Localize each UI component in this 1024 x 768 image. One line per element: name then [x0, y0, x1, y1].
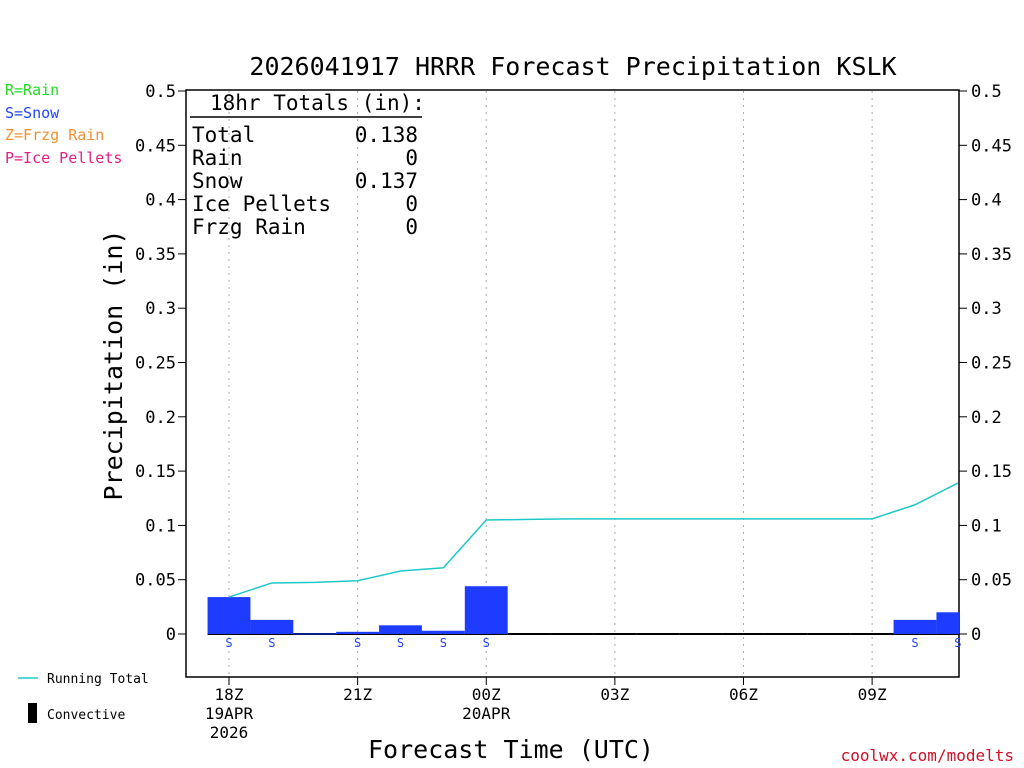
source-credit: coolwx.com/modelts [841, 746, 1014, 765]
y-tick-label-right: 0.4 [971, 191, 1002, 211]
totals-value-ice-pellets: 0 [405, 192, 418, 216]
y-tick-label-left: 0.05 [135, 571, 176, 591]
x-tick-label: 06Z [729, 685, 758, 704]
y-tick-label-right: 0.3 [971, 299, 1002, 319]
y-tick-label-right: 0.25 [971, 354, 1012, 374]
totals-box: 18hr Totals (in): Total 0.138 Rain 0 Sno… [190, 91, 425, 239]
x-tick-date: 19APR [205, 704, 254, 723]
y-tick-label-right: 0.15 [971, 462, 1012, 482]
y-tick-label-left: 0.15 [135, 462, 176, 482]
precip-type-mark: S [397, 636, 404, 650]
precip-type-mark: S [954, 636, 961, 650]
totals-value-rain: 0 [405, 146, 418, 170]
y-tick-label-right: 0.05 [971, 571, 1012, 591]
totals-label-snow: Snow [192, 169, 243, 193]
y-tick-label-right: 0.2 [971, 408, 1002, 428]
y-tick-label-right: 0.5 [971, 82, 1002, 102]
precip-bar [207, 597, 251, 634]
legend-snow: S=Snow [5, 104, 60, 122]
convective-legend-label: Convective [47, 708, 125, 723]
y-tick-label-left: 0.3 [145, 299, 176, 319]
y-tick-label-left: 0.35 [135, 245, 176, 265]
x-tick-label: 00Z [472, 685, 501, 704]
precip-bar [250, 619, 294, 634]
y-tick-label-left: 0 [166, 625, 176, 645]
legend-ice-pellets: P=Ice Pellets [5, 149, 122, 167]
precip-type-mark: S [268, 636, 275, 650]
totals-value-frzg-rain: 0 [405, 215, 418, 239]
totals-label-rain: Rain [192, 146, 243, 170]
running-total-legend-label: Running Total [47, 672, 149, 687]
x-tick-label: 21Z [343, 685, 372, 704]
y-tick-label-left: 0.2 [145, 408, 176, 428]
y-tick-label-right: 0.35 [971, 245, 1012, 265]
convective-swatch [28, 703, 37, 723]
vertical-grid [228, 91, 873, 677]
chart-title: 2026041917 HRRR Forecast Precipitation K… [249, 52, 896, 81]
y-tick-label-left: 0.5 [145, 82, 176, 102]
y-tick-label-left: 0.45 [135, 136, 176, 156]
totals-value-snow: 0.137 [355, 169, 418, 193]
totals-value-total: 0.138 [355, 123, 418, 147]
y-tick-label-right: 0.45 [971, 136, 1012, 156]
precip-bar [379, 625, 422, 634]
precip-bar [464, 586, 508, 634]
y-tick-label-right: 0 [971, 625, 981, 645]
precip-bar [936, 612, 959, 634]
precip-type-legend: R=Rain S=Snow Z=Frzg Rain P=Ice Pellets [5, 81, 122, 167]
y-axis-title: Precipitation (in) [99, 230, 128, 501]
y-tick-label-left: 0.25 [135, 354, 176, 374]
legend-frzg-rain: Z=Frzg Rain [5, 126, 104, 144]
x-tick-date: 20APR [462, 704, 511, 723]
precip-type-mark: S [483, 636, 490, 650]
precip-type-mark: S [354, 636, 361, 650]
x-tick-label: 09Z [858, 685, 887, 704]
y-axis-ticks: 0 00.05 0.050.1 0.10.15 0.150.2 0.20.25 0.250.… [135, 82, 1012, 645]
x-tick-year: 2026 [210, 723, 249, 742]
y-tick-label-left: 0.4 [145, 191, 176, 211]
bottom-legend: Running Total Convective [18, 672, 149, 723]
y-tick-label-right: 0.1 [971, 516, 1002, 536]
precip-type-mark: S [911, 636, 918, 650]
x-tick-label: 18Z [215, 685, 244, 704]
x-tick-label: 03Z [600, 685, 629, 704]
totals-label-total: Total [192, 123, 255, 147]
totals-label-frzg-rain: Frzg Rain [192, 215, 306, 239]
legend-rain: R=Rain [5, 81, 59, 99]
x-axis-title: Forecast Time (UTC) [368, 735, 654, 764]
precip-bar [293, 633, 337, 635]
precip-bar [421, 630, 465, 634]
running-total-line [228, 482, 959, 598]
precip-bar [336, 631, 380, 634]
plot-frame [185, 89, 960, 678]
totals-header: 18hr Totals (in): [210, 91, 425, 115]
y-tick-label-left: 0.1 [145, 516, 176, 536]
precip-type-mark: S [440, 636, 447, 650]
totals-label-ice-pellets: Ice Pellets [192, 192, 331, 216]
precip-type-mark: S [225, 636, 232, 650]
precip-bars [207, 586, 959, 635]
precip-bar [893, 619, 937, 634]
